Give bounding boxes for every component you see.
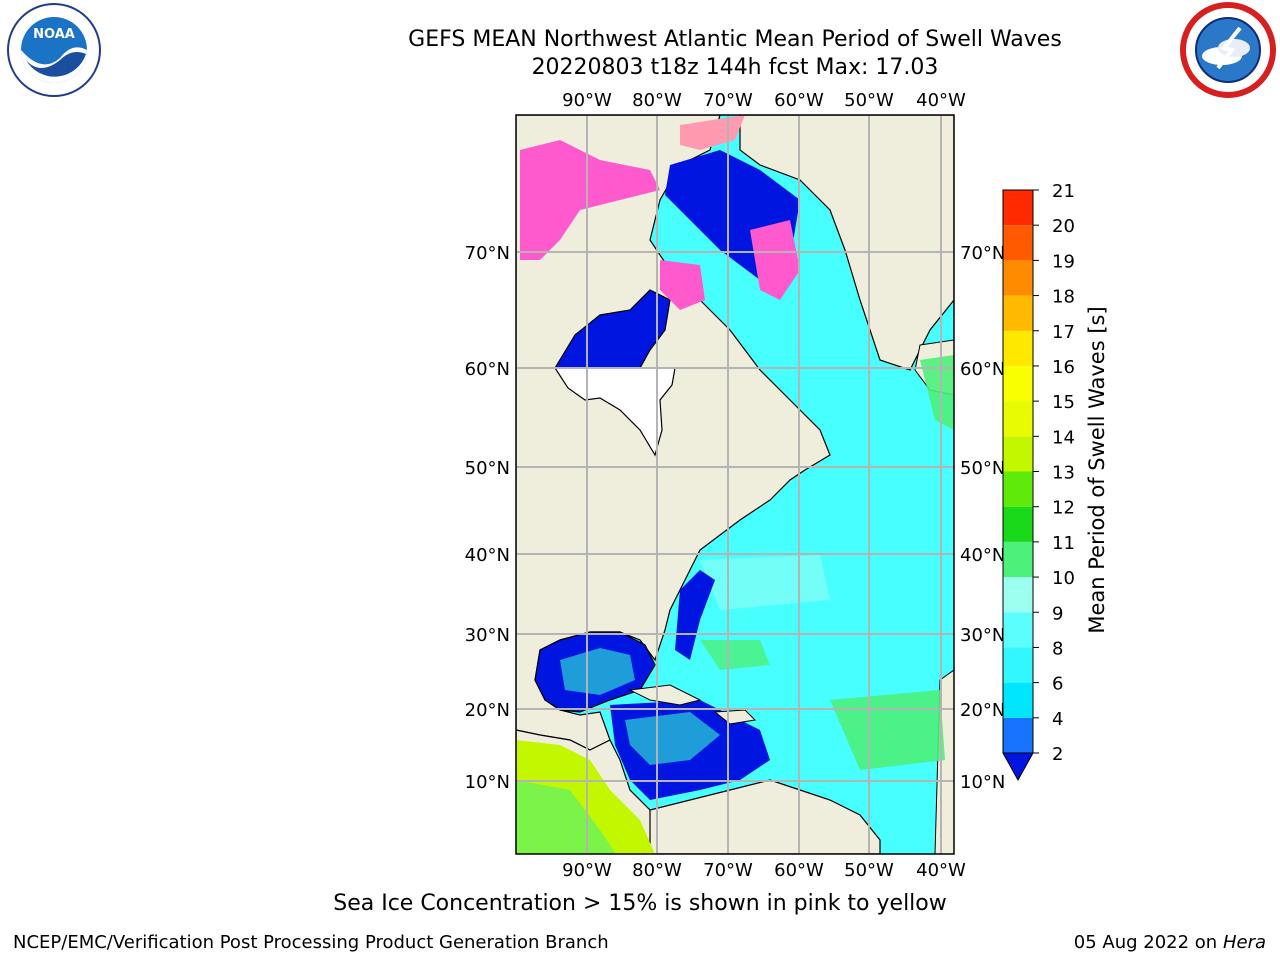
- longitude-label: 70°W: [703, 90, 753, 111]
- colorbar-segment: [1003, 541, 1033, 578]
- longitude-label: 80°W: [632, 90, 682, 111]
- atlantic-green-patch-3: [920, 355, 954, 430]
- colorbar-tick-label: 13: [1052, 463, 1075, 484]
- latitude-label: 10°N: [465, 772, 510, 793]
- caption: Sea Ice Concentration > 15% is shown in …: [333, 891, 947, 916]
- chart-title: GEFS MEAN Northwest Atlantic Mean Period…: [408, 27, 1062, 52]
- colorbar-segment: [1003, 260, 1033, 296]
- land-hispaniola: [713, 709, 757, 725]
- land-south-america: [649, 779, 881, 854]
- colorbar-tick-label: 18: [1052, 287, 1075, 308]
- noaa-logo-icon: NOAA: [2, 2, 106, 110]
- colorbar-tick-label: 14: [1052, 427, 1075, 448]
- colorbar-segment: [1003, 612, 1033, 648]
- colorbar-tick-label: 17: [1052, 322, 1075, 343]
- colorbar-tick-label: 19: [1052, 251, 1075, 272]
- land-greenland: [739, 115, 954, 371]
- colorbar-label: Mean Period of Swell Waves [s]: [1085, 306, 1109, 633]
- latitude-label: 10°N: [960, 772, 1005, 793]
- latitude-label: 50°N: [465, 458, 510, 479]
- colorbar-tick-label: 4: [1052, 709, 1063, 730]
- atlantic-green-patch-2: [700, 640, 770, 670]
- caribbean-inner: [625, 712, 720, 765]
- footer-machine: Hera: [1222, 932, 1266, 953]
- colorbar-tick-label: 2: [1052, 744, 1063, 765]
- colorbar-segment: [1003, 365, 1033, 402]
- chart-subtitle: 20220803 t18z 144h fcst Max: 17.03: [531, 55, 939, 80]
- colorbar-tick-label: 6: [1052, 674, 1063, 695]
- map-frame: [515, 114, 955, 855]
- latitude-label: 30°N: [465, 625, 510, 646]
- latitude-label: 20°N: [465, 700, 510, 721]
- latitude-label: 60°N: [465, 359, 510, 380]
- colorbar: 2 4 6 8 9 10 11 12 13 14 15 16 17 18 19 20 21: [1002, 181, 1075, 782]
- colorbar-segment: [1003, 401, 1033, 437]
- colorbar-tick-label: 12: [1052, 498, 1075, 519]
- footer-date-text: 05 Aug 2022 on: [1073, 932, 1218, 953]
- latitude-label: 20°N: [960, 700, 1005, 721]
- map-area: [516, 115, 954, 854]
- colorbar-segment: [1003, 682, 1033, 718]
- pacific-swell-strip: [516, 780, 616, 854]
- colorbar-tick-label: 11: [1052, 533, 1075, 554]
- longitude-label: 90°W: [562, 90, 612, 111]
- colorbar-segment: [1003, 436, 1033, 472]
- colorbar-segment: [1003, 577, 1033, 613]
- longitude-label: 60°W: [774, 860, 824, 881]
- map-gridlines: [516, 115, 954, 854]
- colorbar-tick-label: 8: [1052, 638, 1063, 659]
- colorbar-segment: [1003, 717, 1033, 753]
- land-cuba: [628, 684, 702, 706]
- longitude-label: 80°W: [632, 860, 682, 881]
- latitude-label: 50°N: [960, 458, 1005, 479]
- colorbar-tick-label: 16: [1052, 357, 1075, 378]
- colorbar-segment: [1003, 225, 1033, 261]
- longitude-label: 50°W: [844, 90, 894, 111]
- colorbar-segment: [1003, 647, 1033, 683]
- colorbar-tick-label: 15: [1052, 392, 1075, 413]
- nws-logo-icon: [1178, 2, 1278, 106]
- sea-ice-baffin: [750, 220, 800, 300]
- longitude-label: 60°W: [774, 90, 824, 111]
- atlantic-pale-band: [700, 555, 830, 610]
- sea-ice-arctic: [520, 140, 660, 260]
- colorbar-segment: [1003, 471, 1033, 507]
- coastal-dark-water: [675, 570, 715, 660]
- colorbar-segment: [1003, 506, 1033, 542]
- svg-text:NOAA: NOAA: [33, 27, 75, 42]
- colorbar-under-arrow: [1002, 752, 1034, 782]
- gulf-inner: [560, 648, 635, 695]
- colorbar-tick-label: 9: [1052, 603, 1063, 624]
- colorbar-segment: [1003, 330, 1033, 366]
- longitude-label: 40°W: [916, 90, 966, 111]
- map-axis-labels: 90°W 90°W 80°W 80°W 70°W 70°W 60°W 60°W 50°W 50°W…: [465, 90, 1006, 881]
- colorbar-segment: [1003, 190, 1033, 226]
- hudson-bay-ice-mask: [553, 367, 676, 457]
- longitude-label: 50°W: [844, 860, 894, 881]
- colorbar-segment: [1003, 295, 1033, 331]
- colorbar-tick-label: 21: [1052, 181, 1075, 202]
- latitude-label: 30°N: [960, 625, 1005, 646]
- sea-ice-foxe: [660, 260, 705, 310]
- latitude-label: 70°N: [960, 243, 1005, 264]
- latitude-label: 60°N: [960, 359, 1005, 380]
- colorbar-tick-label: 20: [1052, 216, 1075, 237]
- footer-org: NCEP/EMC/Verification Post Processing Pr…: [13, 932, 609, 953]
- colorbar-tick-label: 10: [1052, 568, 1075, 589]
- longitude-label: 70°W: [703, 860, 753, 881]
- latitude-label: 40°N: [960, 545, 1005, 566]
- latitude-label: 40°N: [465, 545, 510, 566]
- latitude-label: 70°N: [465, 243, 510, 264]
- longitude-label: 90°W: [562, 860, 612, 881]
- footer-date: 05 Aug 2022 on Hera: [1074, 932, 1266, 953]
- longitude-label: 40°W: [916, 860, 966, 881]
